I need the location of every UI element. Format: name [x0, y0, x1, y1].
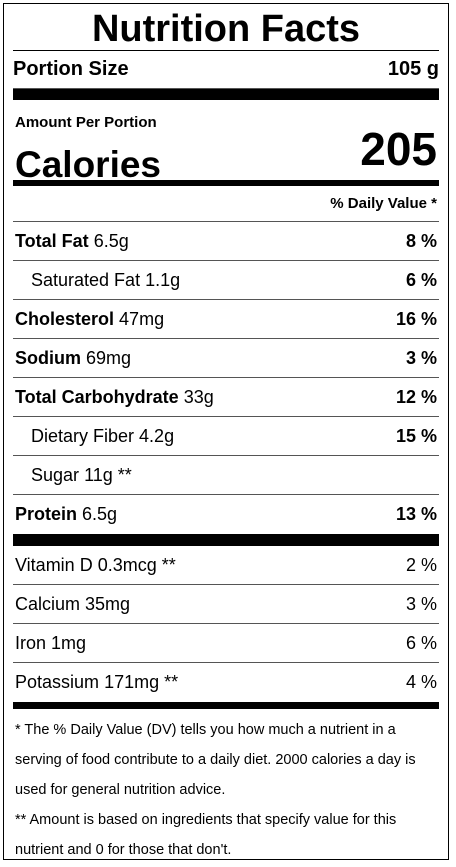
- portion-size-label: Portion Size: [13, 58, 129, 80]
- nutrient-row-saturated-fat: Saturated Fat 1.1g 6 %: [13, 261, 439, 300]
- bottom-divider: [13, 702, 439, 709]
- footnotes: * The % Daily Value (DV) tells you how m…: [13, 709, 439, 865]
- calories-label: Calories: [15, 144, 162, 185]
- nutrient-amount: 6.5g: [93, 230, 129, 251]
- nutrient-row-potassium: Potassium 171mg ** 4 %: [13, 663, 439, 702]
- calories-block: Amount Per Portion Calories 205: [13, 100, 439, 185]
- nutrient-row-sodium: Sodium 69mg 3 %: [13, 339, 439, 378]
- nutrient-dv: 3 %: [405, 347, 437, 368]
- calories-value: 205: [360, 123, 437, 175]
- nutrient-row-total-carbohydrate: Total Carbohydrate 33g 12 %: [13, 378, 439, 417]
- nutrient-name: Potassium: [15, 672, 100, 692]
- nutrient-dv: 16 %: [395, 308, 437, 329]
- nutrient-row-total-fat: Total Fat 6.5g 8 %: [13, 222, 439, 261]
- thick-divider: [13, 89, 439, 100]
- nutrient-row-protein: Protein 6.5g 13 %: [13, 495, 439, 534]
- nutrient-row-calcium: Calcium 35mg 3 %: [13, 585, 439, 624]
- nutrient-amount: 1.1g: [145, 269, 181, 290]
- nutrient-row-cholesterol: Cholesterol 47mg 16 %: [13, 300, 439, 339]
- amount-per-portion: Amount Per Portion: [15, 114, 157, 131]
- nutrient-name: Total Fat: [15, 230, 89, 251]
- daily-value-header: % Daily Value *: [13, 186, 439, 222]
- nutrient-dv: 13 %: [395, 504, 437, 524]
- nutrient-name: Sugar: [31, 464, 80, 485]
- thick-divider: [13, 534, 439, 546]
- nutrient-name: Iron: [15, 632, 47, 653]
- portion-size-value: 105 g: [387, 58, 439, 80]
- label-title: Nutrition Facts: [91, 8, 361, 50]
- nutrient-amount: 11g **: [84, 464, 132, 485]
- nutrient-name: Total Carbohydrate: [15, 386, 179, 407]
- nutrient-amount: 171mg **: [104, 672, 179, 692]
- nutrient-amount: 47mg: [119, 308, 165, 329]
- portion-size-row: Portion Size 105 g: [13, 51, 439, 89]
- nutrient-row-sugar: Sugar 11g **: [13, 456, 439, 495]
- title-divider: [13, 50, 439, 51]
- nutrient-amount: 33g: [183, 386, 214, 407]
- nutrient-amount: 0.3mcg **: [97, 554, 176, 575]
- nutrient-dv: 6 %: [405, 632, 437, 653]
- nutrient-dv: 4 %: [405, 672, 437, 692]
- nutrition-facts-label: Nutrition Facts Portion Size 105 g Amoun…: [3, 3, 449, 860]
- nutrient-dv: 8 %: [405, 230, 437, 251]
- nutrient-name: Dietary Fiber: [31, 425, 135, 446]
- nutrient-name: Saturated Fat: [31, 269, 141, 290]
- footnote-daily-value: * The % Daily Value (DV) tells you how m…: [15, 722, 416, 798]
- medium-divider: [13, 180, 439, 186]
- nutrient-amount: 35mg: [85, 593, 131, 614]
- nutrient-name: Protein: [15, 504, 78, 524]
- nutrient-amount: 1mg: [51, 632, 87, 653]
- nutrient-row-dietary-fiber: Dietary Fiber 4.2g 15 %: [13, 417, 439, 456]
- nutrient-dv: 2 %: [405, 554, 437, 575]
- nutrient-name: Sodium: [15, 347, 81, 368]
- nutrient-row-vitamin-d: Vitamin D 0.3mcg ** 2 %: [13, 546, 439, 585]
- nutrient-name: Vitamin D: [15, 554, 93, 575]
- nutrient-amount: 4.2g: [139, 425, 175, 446]
- nutrient-name: Calcium: [15, 593, 81, 614]
- nutrient-row-iron: Iron 1mg 6 %: [13, 624, 439, 663]
- nutrient-dv: 6 %: [405, 269, 437, 290]
- footnote-amount-basis: ** Amount is based on ingredients that s…: [15, 812, 397, 858]
- nutrient-amount: 6.5g: [82, 504, 118, 524]
- nutrient-dv: 3 %: [405, 593, 437, 614]
- nutrient-name: Cholesterol: [15, 308, 115, 329]
- nutrient-dv: 15 %: [395, 425, 437, 446]
- nutrient-dv: 12 %: [395, 386, 437, 407]
- label-content: Nutrition Facts Portion Size 105 g Amoun…: [13, 4, 439, 865]
- nutrient-amount: 69mg: [86, 347, 132, 368]
- daily-value-header-text: % Daily Value *: [330, 195, 437, 212]
